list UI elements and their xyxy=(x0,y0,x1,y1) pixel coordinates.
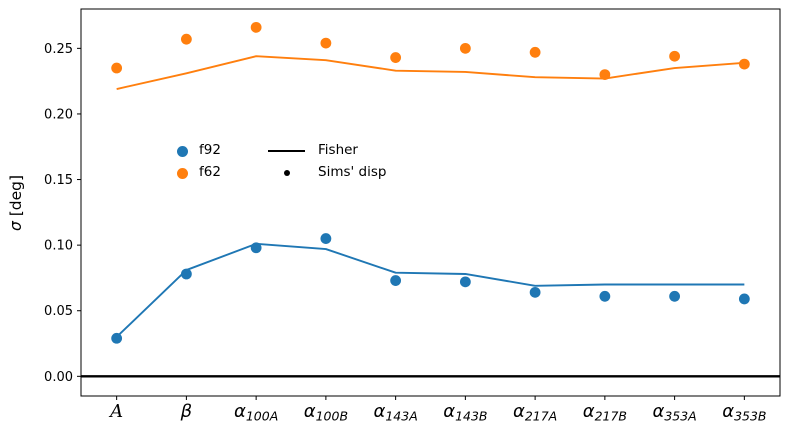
y-tick-label: 0.25 xyxy=(44,42,73,57)
x-tick-label: α100A xyxy=(234,401,278,424)
sims-point-f92 xyxy=(738,293,750,305)
x-tick-label: A xyxy=(108,401,123,422)
fisher-line-icon xyxy=(268,150,305,152)
f92-dot-icon xyxy=(176,145,188,157)
legend-label-fisher: Fisher xyxy=(318,142,358,159)
sims-point-f62 xyxy=(250,21,262,33)
x-tick-label: α353A xyxy=(652,401,696,424)
y-tick-label: 0.10 xyxy=(44,239,73,254)
y-tick-label: 0.00 xyxy=(44,370,73,385)
legend-label-f92: f92 xyxy=(199,142,221,159)
sims-point-f62 xyxy=(459,42,471,54)
x-tick-label: α100B xyxy=(304,401,348,424)
legend: f92 Fisher f62 Sims' disp xyxy=(166,140,386,184)
legend-marker-f62 xyxy=(166,162,198,184)
sims-point-f92 xyxy=(180,268,192,280)
sims-point-f92 xyxy=(599,290,611,302)
sims-point-f62 xyxy=(390,52,402,63)
legend-label-sims: Sims' disp xyxy=(318,164,387,181)
sims-point-f92 xyxy=(459,276,471,288)
sims-point-f92 xyxy=(111,332,123,344)
f62-dot-icon xyxy=(176,167,188,179)
sims-point-f62 xyxy=(529,46,541,58)
x-tick-label: α143B xyxy=(443,401,487,424)
sims-point-f62 xyxy=(180,33,192,45)
y-tick-label: 0.20 xyxy=(44,107,73,122)
fisher-line-f92 xyxy=(115,242,745,338)
sims-point-f92 xyxy=(529,286,541,298)
legend-marker-sims xyxy=(256,162,317,184)
sims-point-f92 xyxy=(669,290,681,302)
y-tick-label: 0.05 xyxy=(44,304,73,319)
x-tick-label: α143A xyxy=(373,401,417,424)
sims-point-f92 xyxy=(320,233,332,244)
sims-dot-icon xyxy=(283,170,290,176)
sims-point-f92 xyxy=(390,275,402,286)
x-tick-label: β xyxy=(180,401,193,422)
fisher-line-f62 xyxy=(116,55,745,90)
axes-frame xyxy=(80,8,781,397)
sims-point-f62 xyxy=(111,62,123,74)
x-tick-label: α353B xyxy=(722,401,766,424)
x-tick-label: α217A xyxy=(513,401,557,424)
sims-point-f62 xyxy=(599,69,611,80)
sims-point-f62 xyxy=(669,50,681,62)
legend-marker-f92 xyxy=(166,140,198,162)
sims-point-f62 xyxy=(738,58,750,70)
legend-label-f62: f62 xyxy=(199,164,221,181)
x-tick-label: α217B xyxy=(583,401,627,424)
y-axis-label: σ [deg] xyxy=(7,175,25,231)
sims-point-f92 xyxy=(250,242,262,254)
sims-point-f62 xyxy=(320,37,332,49)
legend-marker-fisher xyxy=(256,140,317,162)
y-tick-label: 0.15 xyxy=(44,173,73,188)
